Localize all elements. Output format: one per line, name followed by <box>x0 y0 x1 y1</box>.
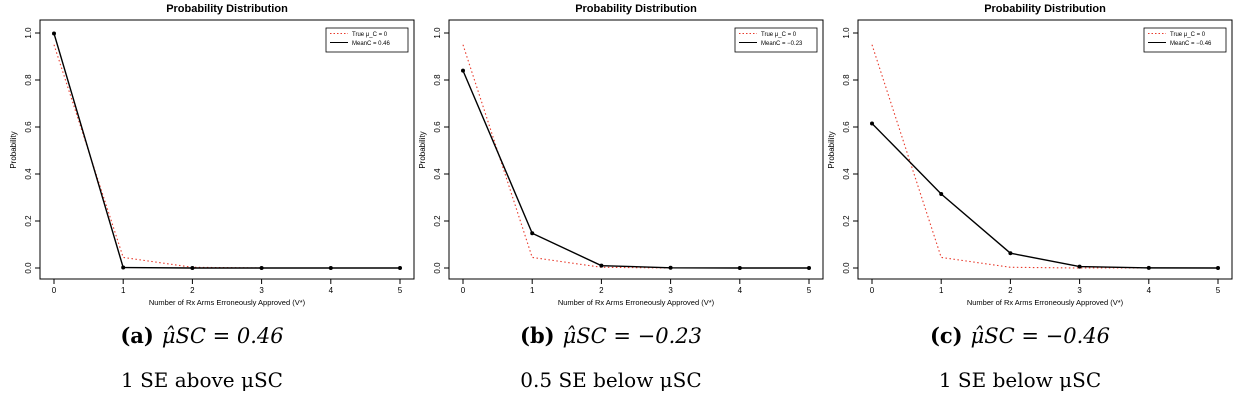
y-tick-label: 0.0 <box>842 262 851 274</box>
x-tick-label: 0 <box>52 286 57 295</box>
legend-entry: MeanC = 0.46 <box>352 41 391 47</box>
series-line-1 <box>462 70 809 269</box>
x-tick-label: 2 <box>190 286 195 295</box>
caption-a: (a) μ̂SC = 0.46 <box>0 323 404 348</box>
x-tick-label: 4 <box>329 286 334 295</box>
x-tick-label: 5 <box>807 286 812 295</box>
y-tick-label: 0.2 <box>842 215 851 227</box>
data-point <box>461 68 465 73</box>
data-point <box>599 263 604 268</box>
data-point <box>807 266 811 270</box>
x-axis-label: Number of Rx Arms Erroneously Approved (… <box>558 298 715 307</box>
y-axis-label: Probability <box>9 131 18 168</box>
x-axis-label: Number of Rx Arms Erroneously Approved (… <box>149 298 306 307</box>
caption-label: (b) <box>520 323 555 348</box>
y-tick-label: 0.6 <box>842 121 851 133</box>
chart-panel-a: Probability Distribution 0 1 2 3 4 5 Number of … <box>0 0 415 307</box>
data-point <box>1008 251 1013 256</box>
series-line-0 <box>53 44 400 269</box>
x-tick-label: 0 <box>870 286 875 295</box>
series-line-1 <box>53 33 400 269</box>
series-line-0 <box>462 44 809 269</box>
y-tick-label: 0.2 <box>433 215 442 227</box>
data-point <box>121 265 126 270</box>
legend-box <box>734 27 818 53</box>
caption-label: (a) <box>120 323 154 348</box>
data-point <box>398 266 402 270</box>
plot-frame <box>448 19 824 280</box>
plot-frame <box>39 19 415 280</box>
x-tick-label: 3 <box>1077 286 1082 295</box>
caption-estimate: μ̂SC = 0.46 <box>161 324 284 348</box>
y-tick-label: 1.0 <box>842 27 851 39</box>
legend-entry: MeanC = −0.23 <box>761 41 803 47</box>
y-tick-label: 0.0 <box>433 262 442 274</box>
caption-b: (b) μ̂SC = −0.23 <box>409 323 813 348</box>
data-point <box>259 266 264 270</box>
chart-title: Probability Distribution <box>166 3 288 15</box>
data-point <box>1077 264 1082 269</box>
y-tick-label: 0.6 <box>433 121 442 133</box>
data-point <box>328 266 333 270</box>
data-point <box>1216 266 1220 270</box>
data-point <box>530 231 535 236</box>
x-tick-label: 0 <box>461 286 466 295</box>
y-tick-label: 0.8 <box>24 74 33 86</box>
caption-c: (c) μ̂SC = −0.46 <box>818 323 1222 348</box>
chart-b: Probability Distribution 0 1 2 3 4 5 Number of … <box>418 3 824 307</box>
caption-estimate: μ̂SC = −0.23 <box>562 324 702 348</box>
x-tick-label: 5 <box>398 286 403 295</box>
y-tick-label: 0.0 <box>24 262 33 274</box>
y-tick-label: 0.4 <box>433 168 442 180</box>
x-tick-label: 2 <box>1008 286 1013 295</box>
y-tick-label: 1.0 <box>24 27 33 39</box>
caption-label: (c) <box>929 323 963 348</box>
x-tick-label: 5 <box>1216 286 1221 295</box>
y-tick-label: 0.8 <box>842 74 851 86</box>
chart-panel-c: Probability Distribution 0 1 2 3 4 5 Number of … <box>818 0 1233 307</box>
chart-c: Probability Distribution 0 1 2 3 4 5 Number of … <box>827 3 1233 307</box>
data-point <box>870 121 874 126</box>
caption-estimate: μ̂SC = −0.46 <box>970 324 1111 348</box>
data-point <box>190 266 195 270</box>
y-axis-label: Probability <box>418 131 427 168</box>
data-point <box>1146 265 1151 270</box>
y-tick-label: 0.8 <box>433 74 442 86</box>
series-line-0 <box>871 44 1218 269</box>
legend-entry: True μ_C = 0 <box>352 32 388 38</box>
legend-box <box>1143 27 1227 53</box>
x-tick-label: 1 <box>121 286 126 295</box>
x-tick-label: 4 <box>738 286 743 295</box>
y-axis-label: Probability <box>827 131 836 168</box>
caption-sub-b: 0.5 SE below μSC <box>520 368 702 392</box>
chart-a: Probability Distribution 0 1 2 3 4 5 Number of … <box>9 3 415 307</box>
x-tick-label: 4 <box>1147 286 1152 295</box>
legend-box <box>325 27 409 53</box>
data-point <box>668 265 673 270</box>
data-point <box>737 266 742 270</box>
series-line-1 <box>871 122 1219 269</box>
caption-sub-c: 1 SE below μSC <box>938 368 1102 392</box>
x-tick-label: 1 <box>530 286 535 295</box>
x-tick-label: 3 <box>668 286 673 295</box>
y-tick-label: 0.4 <box>842 168 851 180</box>
chart-title: Probability Distribution <box>984 3 1106 15</box>
data-point <box>52 31 56 36</box>
y-tick-label: 0.6 <box>24 121 33 133</box>
chart-title: Probability Distribution <box>575 3 697 15</box>
y-tick-label: 0.4 <box>24 168 33 180</box>
x-tick-label: 1 <box>939 286 944 295</box>
x-tick-label: 3 <box>259 286 264 295</box>
x-tick-label: 2 <box>599 286 604 295</box>
y-tick-label: 0.2 <box>24 215 33 227</box>
plot-frame <box>857 19 1233 280</box>
chart-panel-b: Probability Distribution 0 1 2 3 4 5 Number of … <box>409 0 824 307</box>
legend-entry: True μ_C = 0 <box>1170 32 1206 38</box>
caption-sub-a: 1 SE above μSC <box>120 368 283 392</box>
x-axis-label: Number of Rx Arms Erroneously Approved (… <box>967 298 1124 307</box>
legend-entry: MeanC = −0.46 <box>1170 41 1212 47</box>
legend-entry: True μ_C = 0 <box>761 32 797 38</box>
y-tick-label: 1.0 <box>433 27 442 39</box>
data-point <box>939 191 944 196</box>
